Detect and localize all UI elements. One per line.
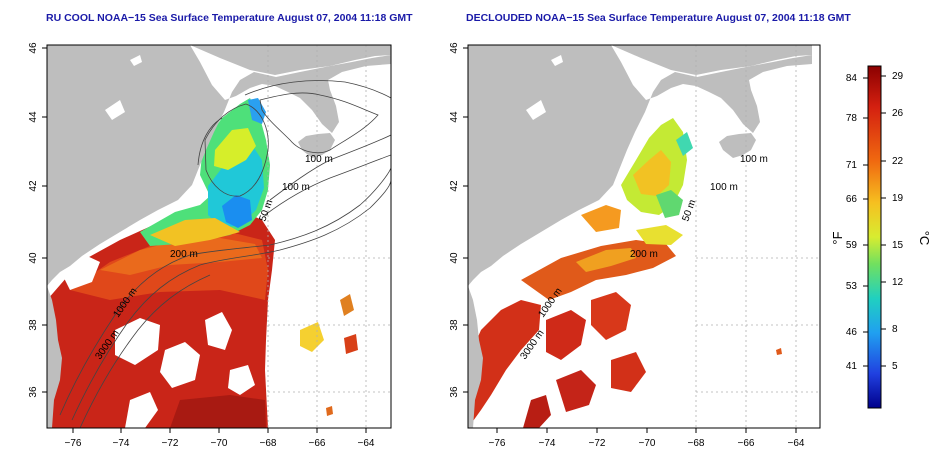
right-contour-label-100m-b: 100 m xyxy=(710,182,738,193)
left-lon-tick-72: −72 xyxy=(162,438,179,449)
colorbar-c-tick-15: 15 xyxy=(892,240,904,251)
colorbar-celsius-label: °C xyxy=(917,231,932,246)
contour-label-200m: 200 m xyxy=(170,249,198,260)
left-lat-tick-44: 44 xyxy=(28,111,39,123)
colorbar: 84 78 71 66 59 53 46 41 29 26 22 19 15 1… xyxy=(830,65,932,409)
colorbar-c-tick-8: 8 xyxy=(892,324,898,335)
right-lat-tick-36: 36 xyxy=(449,386,460,398)
left-lon-tick-68: −68 xyxy=(260,438,277,449)
colorbar-f-tick-66: 66 xyxy=(846,194,858,205)
colorbar-f-tick-71: 71 xyxy=(846,160,858,171)
right-lon-tick-64: −64 xyxy=(788,438,805,449)
left-lat-tick-36: 36 xyxy=(28,386,39,398)
colorbar-gradient xyxy=(867,65,882,409)
left-lat-tick-40: 40 xyxy=(28,252,39,264)
right-lat-tick-40: 40 xyxy=(449,252,460,264)
right-map-panel: 100 m 100 m 50 m 200 m 1000 m 3000 m −76… xyxy=(449,42,821,449)
left-lon-tick-64: −64 xyxy=(358,438,375,449)
right-lat-tick-44: 44 xyxy=(449,111,460,123)
left-lat-tick-42: 42 xyxy=(28,180,39,192)
colorbar-c-tick-22: 22 xyxy=(892,156,904,167)
colorbar-c-tick-12: 12 xyxy=(892,277,904,288)
right-contour-label-100m-a: 100 m xyxy=(740,154,768,165)
colorbar-c-tick-5: 5 xyxy=(892,361,898,372)
left-lon-tick-76: −76 xyxy=(65,438,82,449)
left-lon-tick-70: −70 xyxy=(211,438,228,449)
right-lat-tick-46: 46 xyxy=(449,42,460,54)
colorbar-f-tick-59: 59 xyxy=(846,240,858,251)
contour-label-100m-b: 100 m xyxy=(282,182,310,193)
right-lon-tick-76: −76 xyxy=(489,438,506,449)
colorbar-c-tick-19: 19 xyxy=(892,193,904,204)
left-lon-tick-66: −66 xyxy=(309,438,326,449)
colorbar-f-tick-78: 78 xyxy=(846,113,858,124)
right-map-title: DECLOUDED NOAA−15 Sea Surface Temperatur… xyxy=(466,12,851,24)
left-map-title: RU COOL NOAA−15 Sea Surface Temperature … xyxy=(46,12,413,24)
right-lon-tick-68: −68 xyxy=(688,438,705,449)
colorbar-f-tick-84: 84 xyxy=(846,73,858,84)
left-lat-tick-38: 38 xyxy=(28,319,39,331)
colorbar-f-tick-41: 41 xyxy=(846,361,858,372)
contour-label-100m-a: 100 m xyxy=(305,154,333,165)
right-lon-tick-72: −72 xyxy=(589,438,606,449)
colorbar-f-tick-53: 53 xyxy=(846,281,858,292)
colorbar-c-tick-29: 29 xyxy=(892,71,904,82)
right-lat-tick-42: 42 xyxy=(449,180,460,192)
colorbar-fahrenheit-label: °F xyxy=(830,231,845,244)
right-lon-tick-74: −74 xyxy=(539,438,556,449)
right-lon-tick-66: −66 xyxy=(738,438,755,449)
left-lat-tick-46: 46 xyxy=(28,42,39,54)
left-map-panel: 100 m 100 m 50 m 200 m 1000 m 3000 m −76… xyxy=(28,42,392,449)
right-lat-tick-38: 38 xyxy=(449,319,460,331)
right-contour-label-200m: 200 m xyxy=(630,249,658,260)
colorbar-f-tick-46: 46 xyxy=(846,327,858,338)
left-lon-tick-74: −74 xyxy=(113,438,130,449)
colorbar-c-tick-26: 26 xyxy=(892,108,904,119)
right-lon-tick-70: −70 xyxy=(639,438,656,449)
